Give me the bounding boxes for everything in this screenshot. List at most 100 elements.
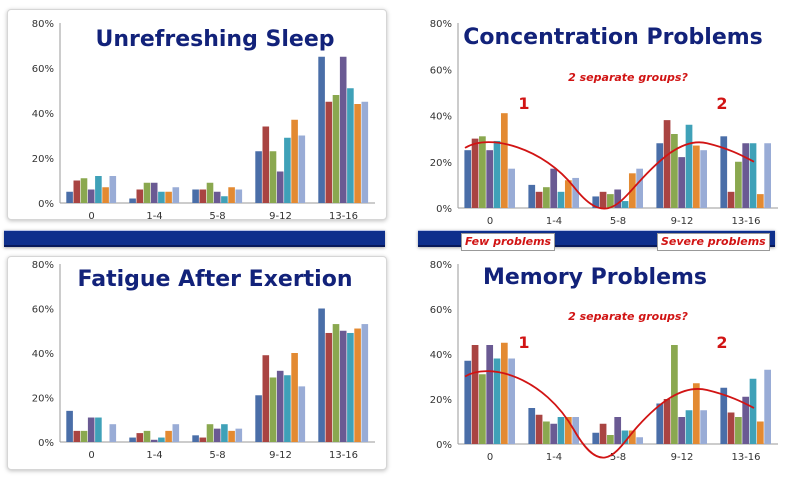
bar	[284, 137, 291, 203]
x-tick-label: 13-16	[731, 216, 760, 227]
bar	[756, 194, 764, 208]
x-tick-label: 0	[487, 452, 493, 463]
bar	[500, 113, 508, 208]
y-tick-label: 80%	[430, 260, 452, 271]
bar	[221, 424, 228, 442]
chart-fatigue-after-exertion: 0% 20% 40% 60% 80% 0 1-4 5-8 9-12 13-16 Fatigue Af…	[32, 260, 375, 461]
y-tick-label: 0%	[38, 199, 54, 210]
bar	[150, 182, 158, 203]
y-tick-label: 20%	[430, 395, 452, 406]
bar	[756, 421, 764, 444]
chart-memory-problems: 0% 20% 40% 60% 80% 0 1-4 5-8 9-12 13-16 Memory Pro…	[430, 260, 778, 463]
bar	[80, 430, 88, 442]
bar	[276, 370, 284, 442]
callout-few-problems: Few problems	[461, 233, 556, 251]
bar	[269, 377, 277, 442]
bar	[172, 424, 180, 442]
bar	[66, 410, 73, 442]
bar	[165, 430, 172, 442]
bar	[700, 410, 707, 444]
bar	[700, 150, 707, 208]
bar	[109, 176, 117, 203]
bar	[742, 143, 750, 208]
annotation-group-2: 2	[716, 333, 727, 352]
bar	[298, 135, 306, 203]
bar	[262, 355, 270, 442]
bar	[678, 157, 686, 208]
bar	[614, 189, 622, 208]
x-tick-label: 9-12	[671, 216, 694, 227]
bar	[87, 189, 95, 203]
bar	[347, 332, 354, 442]
x-tick-label: 5-8	[610, 452, 626, 463]
annotation-note: 2 separate groups?	[568, 71, 688, 84]
bar	[685, 124, 693, 208]
bar	[228, 430, 235, 442]
bar	[158, 191, 165, 203]
chart-title: Concentration Problems	[463, 25, 763, 50]
bar	[228, 187, 235, 203]
bar	[325, 332, 333, 442]
bar	[129, 198, 136, 203]
bar	[678, 417, 686, 444]
bar	[656, 143, 664, 208]
bar	[508, 168, 515, 208]
bar	[535, 414, 543, 444]
bar	[528, 184, 536, 208]
chart-title: Fatigue After Exertion	[78, 267, 353, 292]
bar	[493, 358, 501, 444]
bar	[136, 433, 144, 442]
bar	[206, 182, 214, 203]
bar	[143, 430, 151, 442]
bar	[692, 145, 700, 208]
bar	[742, 396, 750, 444]
annotation-group-1: 1	[518, 333, 529, 352]
bar	[143, 182, 151, 203]
bar	[291, 119, 298, 203]
bar	[206, 424, 214, 442]
x-tick-label: 13-16	[731, 452, 760, 463]
bar	[276, 171, 284, 203]
bar	[192, 435, 199, 442]
bar	[102, 187, 109, 203]
y-tick-label: 80%	[32, 19, 54, 30]
chart-unrefreshing-sleep: 0% 20% 40% 60% 80% 0 1-4 5-8 9-12 13-16 Unrefreshi…	[32, 19, 375, 222]
bar	[172, 187, 180, 203]
bar	[464, 150, 472, 208]
y-tick-label: 40%	[430, 350, 452, 361]
bar	[621, 430, 629, 444]
y-tick-label: 40%	[32, 349, 54, 360]
bar	[727, 191, 735, 208]
bar	[332, 95, 340, 203]
bar	[471, 345, 479, 444]
bar	[354, 328, 361, 442]
bar	[486, 345, 494, 444]
bar	[685, 410, 693, 444]
chart-title: Unrefreshing Sleep	[96, 27, 335, 52]
bar	[361, 324, 369, 442]
x-tick-label: 9-12	[671, 452, 694, 463]
bar	[66, 191, 73, 203]
bar	[95, 176, 102, 203]
bar	[199, 437, 207, 442]
bar	[361, 101, 369, 203]
y-tick-label: 60%	[430, 65, 452, 76]
bar	[192, 189, 199, 203]
bar	[284, 375, 291, 442]
bar	[663, 399, 671, 444]
bar	[550, 423, 558, 444]
bar	[150, 439, 158, 442]
x-tick-label: 0	[487, 216, 493, 227]
bar	[464, 360, 472, 444]
x-tick-label: 5-8	[209, 211, 225, 222]
bar	[87, 417, 95, 442]
bar	[663, 120, 671, 208]
callout-severe-problems: Severe problems	[657, 233, 770, 251]
bar	[543, 187, 550, 208]
y-tick-label: 80%	[32, 260, 54, 271]
bar	[636, 168, 643, 208]
bar	[656, 403, 664, 444]
y-tick-label: 40%	[32, 109, 54, 120]
x-tick-label: 13-16	[329, 450, 358, 461]
bar	[255, 395, 262, 442]
